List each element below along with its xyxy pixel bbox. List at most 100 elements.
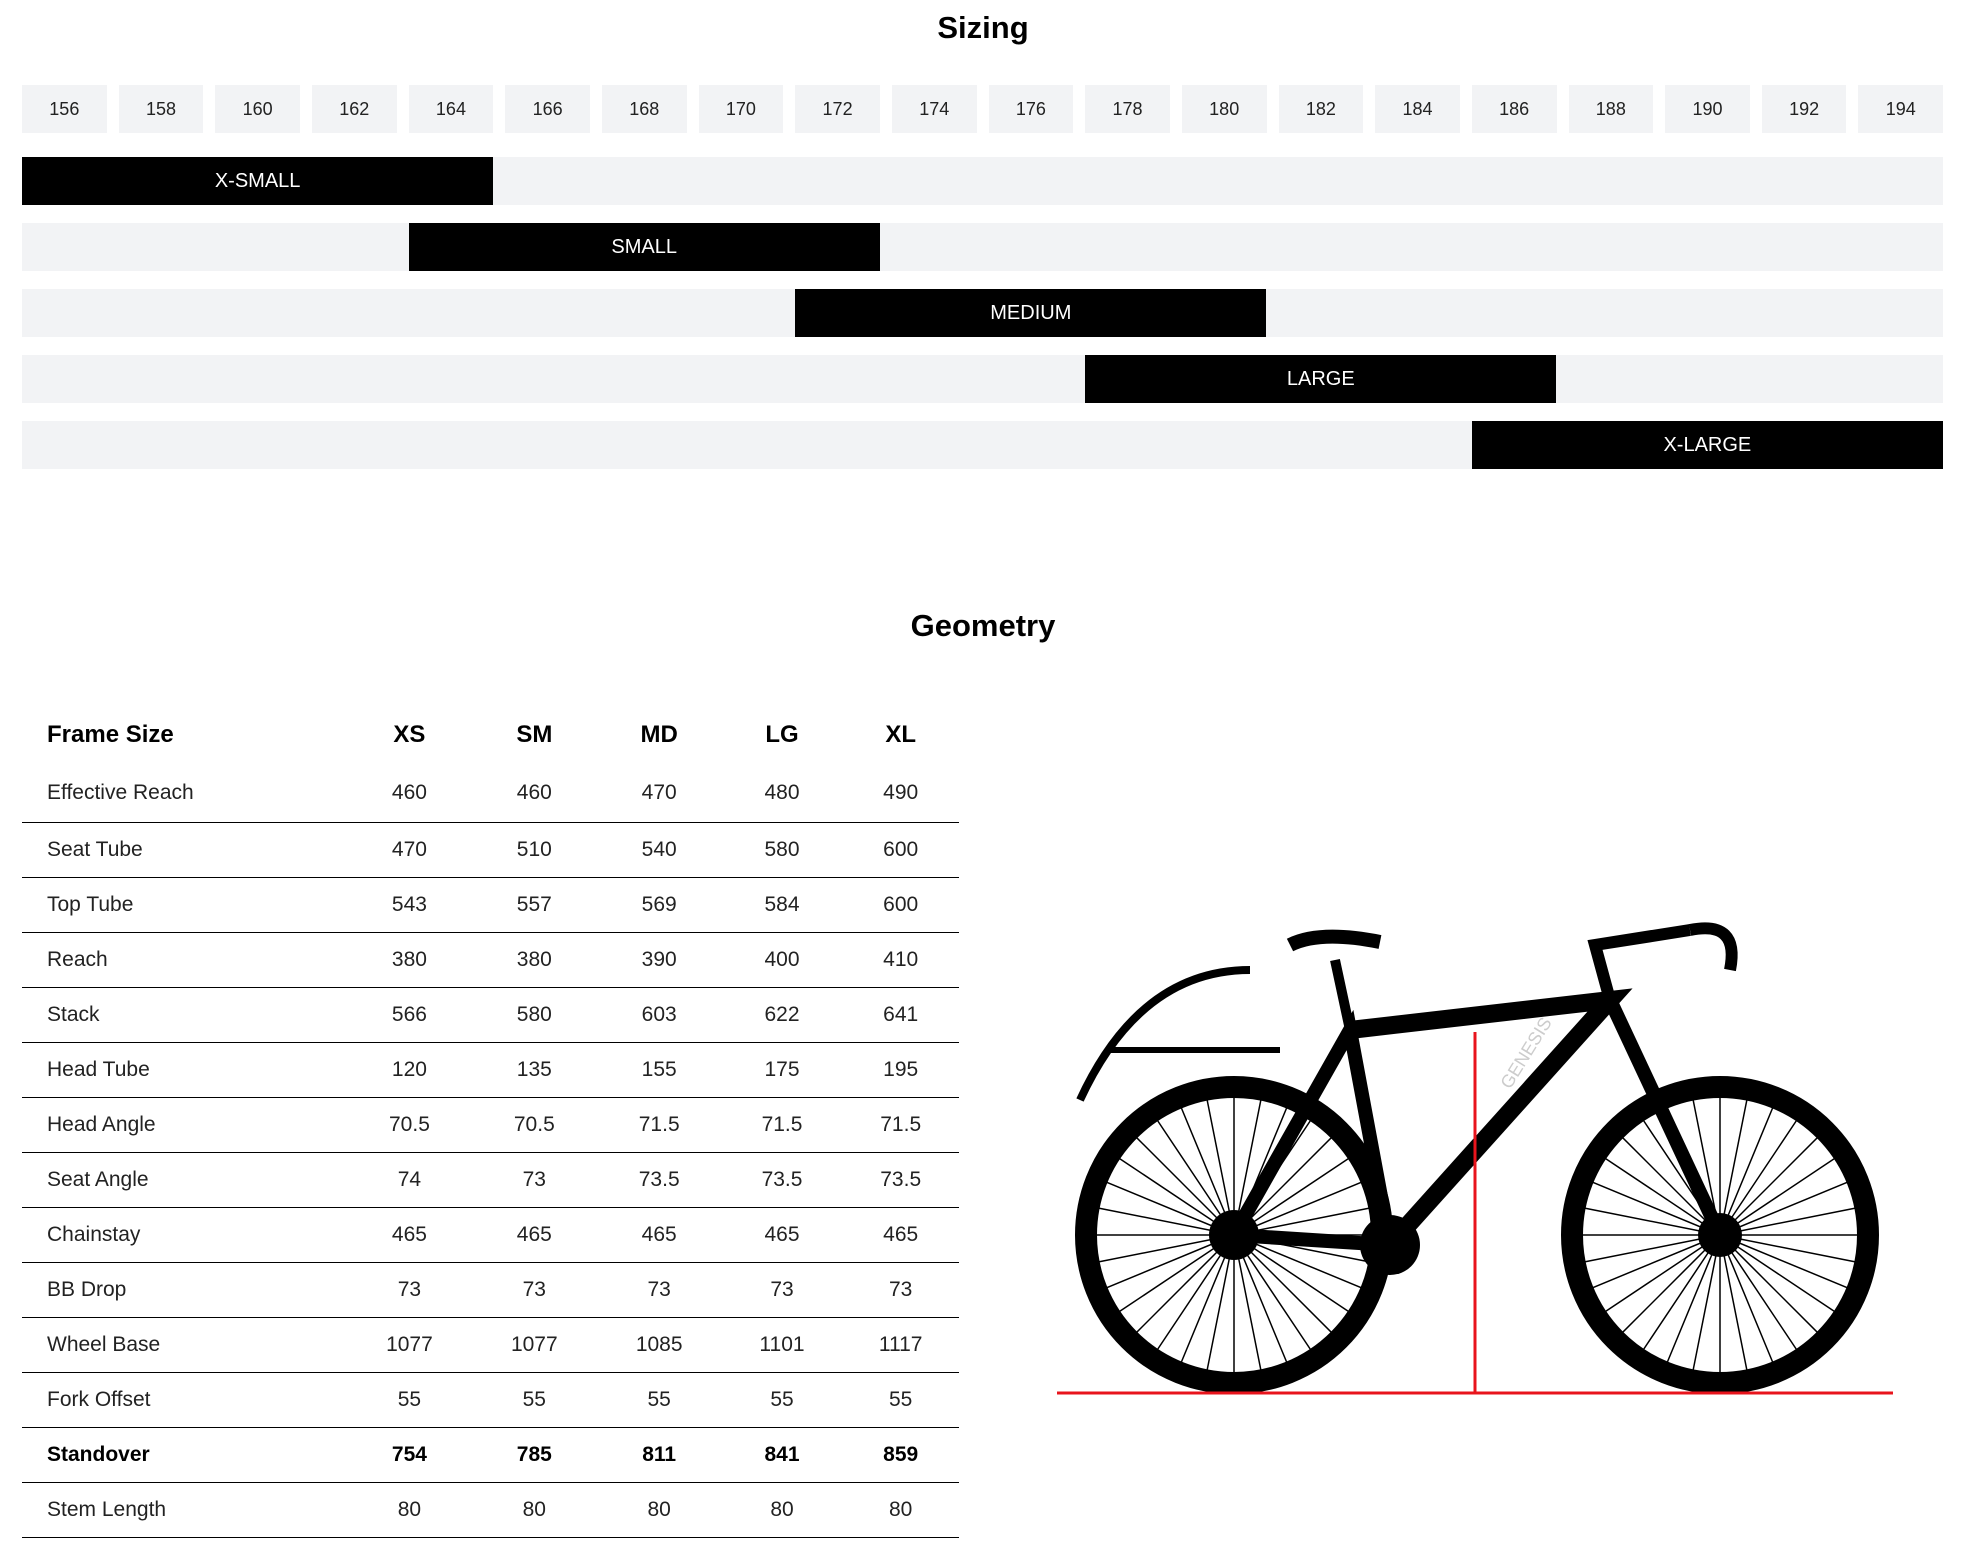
wheel-spoke xyxy=(1719,1157,1836,1236)
size-bar: X-SMALL xyxy=(22,157,494,205)
cell-value: 603 xyxy=(596,987,722,1043)
cell-value: 785 xyxy=(471,1427,597,1483)
wheel-spoke xyxy=(1642,1234,1721,1351)
cell-value: 55 xyxy=(596,1372,722,1428)
cell-value: 73 xyxy=(471,1152,597,1208)
cell-value: 80 xyxy=(721,1482,843,1538)
cell-value: 569 xyxy=(596,877,722,933)
column-header: XS xyxy=(393,721,426,748)
cell-value: 1077 xyxy=(471,1317,597,1373)
cell-value: 55 xyxy=(721,1372,843,1428)
wheel-spoke xyxy=(1719,1234,1836,1313)
wheel-spoke xyxy=(1719,1207,1856,1236)
column-header: LG xyxy=(765,721,799,748)
height-cell: 164 xyxy=(408,85,494,133)
cell-value: 1117 xyxy=(842,1317,959,1373)
cell-value: 80 xyxy=(471,1482,597,1538)
height-cell: 172 xyxy=(795,85,880,133)
table-row: Head Tube 120 135 155 175 195 xyxy=(22,1042,959,1098)
size-row: MEDIUM xyxy=(22,289,1943,337)
cell-value: 490 xyxy=(842,764,959,823)
table-row: Seat Tube 470 510 540 580 600 xyxy=(22,822,959,878)
row-label: Fork Offset xyxy=(22,1372,347,1428)
height-cell: 188 xyxy=(1568,85,1654,133)
cell-value: 557 xyxy=(471,877,597,933)
cell-value: 465 xyxy=(347,1207,472,1263)
column-header: Frame Size xyxy=(47,721,174,748)
cell-value: 73 xyxy=(471,1262,597,1318)
table-row: Wheel Base 1077 1077 1085 1101 1117 xyxy=(22,1317,959,1373)
size-row: LARGE xyxy=(22,355,1943,403)
height-cell: 192 xyxy=(1761,85,1847,133)
wheel-spoke xyxy=(1719,1119,1798,1236)
row-label: Standover xyxy=(22,1427,347,1483)
wheel-spoke xyxy=(1604,1234,1721,1313)
size-row: X-LARGE xyxy=(22,421,1943,469)
cell-value: 390 xyxy=(596,932,722,988)
cell-value: 55 xyxy=(842,1372,959,1428)
cell-value: 480 xyxy=(721,764,843,823)
wheel-spoke xyxy=(1666,1234,1721,1363)
cell-value: 600 xyxy=(842,822,959,878)
cell-value: 1077 xyxy=(347,1317,472,1373)
height-cell: 184 xyxy=(1375,85,1460,133)
cell-value: 73 xyxy=(842,1262,959,1318)
cell-value: 1101 xyxy=(721,1317,843,1373)
row-label: Chainstay xyxy=(22,1207,347,1263)
height-cell: 190 xyxy=(1665,85,1750,133)
cell-value: 566 xyxy=(347,987,472,1043)
table-row: Chainstay 465 465 465 465 465 xyxy=(22,1207,959,1263)
cell-value: 74 xyxy=(347,1152,472,1208)
row-label: Seat Angle xyxy=(22,1152,347,1208)
table-header-row: Frame Size XS SM MD LG XL xyxy=(22,706,959,764)
cell-value: 580 xyxy=(471,987,597,1043)
cell-value: 754 xyxy=(347,1427,472,1483)
row-label: Stem Length xyxy=(22,1482,347,1538)
height-cell: 174 xyxy=(891,85,977,133)
table-row: Reach 380 380 390 400 410 xyxy=(22,932,959,988)
wheel-spoke xyxy=(1592,1181,1721,1236)
table-row: Stem Length 80 80 80 80 80 xyxy=(22,1482,959,1538)
wheel-spoke xyxy=(1592,1234,1721,1289)
cell-value: 584 xyxy=(721,877,843,933)
cell-value: 135 xyxy=(471,1042,597,1098)
table-row: Head Angle 70.5 70.5 71.5 71.5 71.5 xyxy=(22,1097,959,1153)
cell-value: 175 xyxy=(721,1042,843,1098)
height-cell: 160 xyxy=(215,85,300,133)
sizing-title: Sizing xyxy=(937,10,1029,45)
cell-value: 641 xyxy=(842,987,959,1043)
cell-value: 460 xyxy=(471,764,597,823)
cell-value: 73.5 xyxy=(596,1152,722,1208)
cell-value: 543 xyxy=(347,877,472,933)
table-row: BB Drop 73 73 73 73 73 xyxy=(22,1262,959,1318)
table-row: Stack 566 580 603 622 641 xyxy=(22,987,959,1043)
cell-value: 622 xyxy=(721,987,843,1043)
wheel-spoke xyxy=(1621,1136,1721,1236)
wheel-spoke xyxy=(1621,1234,1721,1334)
wheel-spoke xyxy=(1719,1234,1748,1371)
column-header: MD xyxy=(640,721,678,748)
bike-silhouette-image: GENESIS xyxy=(1057,922,1893,1395)
height-cell: 178 xyxy=(1085,85,1170,133)
cell-value: 540 xyxy=(596,822,722,878)
wheel-spoke xyxy=(1584,1207,1721,1236)
table-row: Seat Angle 74 73 73.5 73.5 73.5 xyxy=(22,1152,959,1208)
height-cell: 162 xyxy=(311,85,397,133)
cell-value: 841 xyxy=(721,1427,843,1483)
column-header: XL xyxy=(885,721,917,748)
row-label: Wheel Base xyxy=(22,1317,347,1373)
geometry-table: Frame Size XS SM MD LG XL Effective Reach 460 4… xyxy=(22,706,959,1538)
height-cell: 182 xyxy=(1278,85,1364,133)
cell-value: 859 xyxy=(842,1427,959,1483)
cell-value: 470 xyxy=(347,822,472,878)
cell-value: 580 xyxy=(721,822,843,878)
cell-value: 470 xyxy=(596,764,722,823)
cell-value: 811 xyxy=(596,1427,722,1483)
cell-value: 465 xyxy=(842,1207,959,1263)
size-row: SMALL xyxy=(22,223,1943,271)
height-cell: 168 xyxy=(601,85,687,133)
height-cell: 158 xyxy=(118,85,204,133)
height-cell: 186 xyxy=(1471,85,1557,133)
height-cell: 194 xyxy=(1858,85,1944,133)
height-cell: 180 xyxy=(1181,85,1267,133)
